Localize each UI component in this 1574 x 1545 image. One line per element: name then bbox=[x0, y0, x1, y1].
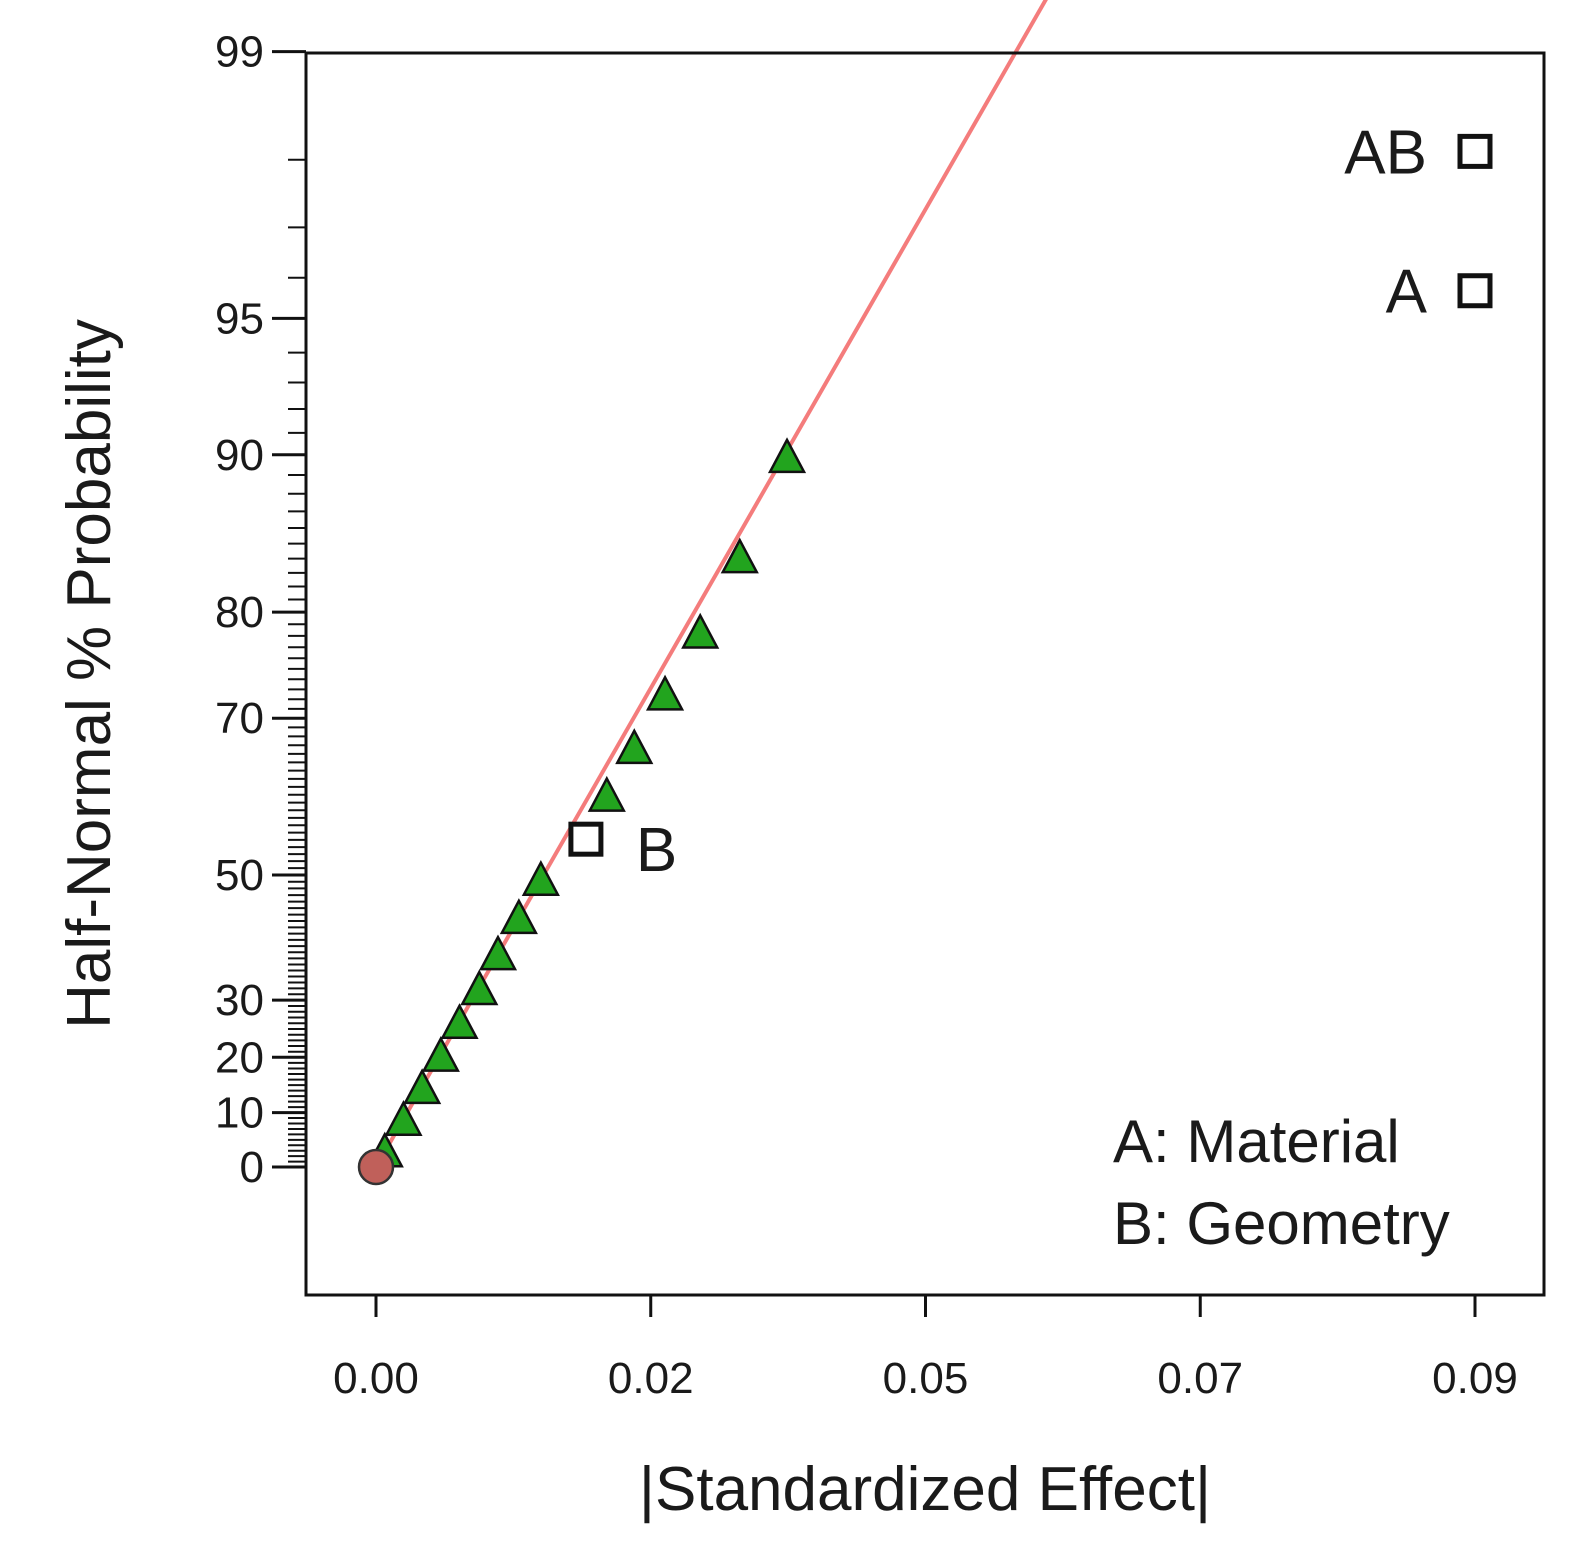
y-tick-label: 90 bbox=[215, 431, 264, 480]
data-points bbox=[357, 133, 1493, 1186]
square-point-a bbox=[1457, 273, 1493, 309]
triangle-point bbox=[681, 612, 720, 649]
y-tick-label: 50 bbox=[215, 851, 264, 900]
square-point-ab bbox=[1457, 133, 1493, 169]
triangle-point bbox=[645, 674, 685, 711]
origin-point bbox=[357, 1148, 395, 1186]
triangle-point bbox=[521, 860, 560, 896]
y-tick-label: 70 bbox=[215, 694, 264, 743]
triangle-point bbox=[421, 1035, 460, 1072]
point-label-ab: AB bbox=[1344, 118, 1427, 187]
y-tick-label: 0 bbox=[240, 1143, 264, 1192]
triangle-point bbox=[720, 537, 759, 574]
x-axis-title: |Standardized Effect| bbox=[639, 1455, 1211, 1524]
triangle-point bbox=[478, 934, 518, 971]
y-tick-label: 95 bbox=[215, 294, 264, 343]
y-tick-label: 80 bbox=[215, 588, 264, 637]
triangle-point bbox=[499, 898, 538, 935]
point-label-a: A bbox=[1386, 258, 1428, 327]
x-ticks bbox=[374, 1295, 1477, 1317]
point-label-b: B bbox=[636, 816, 677, 885]
x-tick-labels: 0.00 0.02 0.05 0.07 0.09 bbox=[333, 1354, 1518, 1403]
point-labels: B A AB bbox=[636, 118, 1428, 885]
y-minor-ticks bbox=[288, 50, 306, 1168]
fit-line-group bbox=[374, 0, 1048, 1168]
triangle-point bbox=[587, 775, 626, 812]
legend: A: Material B: Geometry bbox=[1113, 1108, 1450, 1257]
triangle-point bbox=[384, 1100, 423, 1136]
x-tick-label: 0.00 bbox=[333, 1354, 419, 1403]
x-tick-label: 0.07 bbox=[1157, 1354, 1243, 1403]
triangle-point bbox=[460, 969, 499, 1006]
legend-entry: A: Material bbox=[1113, 1108, 1400, 1175]
plot-frame bbox=[304, 51, 1546, 1297]
x-tick-label: 0.05 bbox=[883, 1354, 969, 1403]
legend-entry: B: Geometry bbox=[1113, 1190, 1450, 1257]
y-tick-labels: 0 10 20 30 50 70 80 90 95 99 bbox=[215, 28, 264, 1192]
triangle-point bbox=[615, 728, 654, 765]
triangle-point bbox=[767, 437, 807, 474]
fit-line bbox=[374, 0, 1048, 1168]
x-tick-label: 0.02 bbox=[608, 1354, 694, 1403]
x-tick-label: 0.09 bbox=[1432, 1354, 1518, 1403]
square-point-b bbox=[568, 821, 604, 857]
triangle-point bbox=[440, 1003, 479, 1039]
triangle-point bbox=[403, 1068, 442, 1105]
y-tick-label: 20 bbox=[215, 1033, 264, 1082]
y-axis-title: Half-Normal % Probability bbox=[55, 319, 124, 1029]
y-tick-label: 30 bbox=[215, 976, 264, 1025]
y-tick-label: 99 bbox=[215, 28, 264, 77]
y-major-ticks bbox=[272, 50, 306, 1169]
y-tick-label: 10 bbox=[215, 1089, 264, 1138]
